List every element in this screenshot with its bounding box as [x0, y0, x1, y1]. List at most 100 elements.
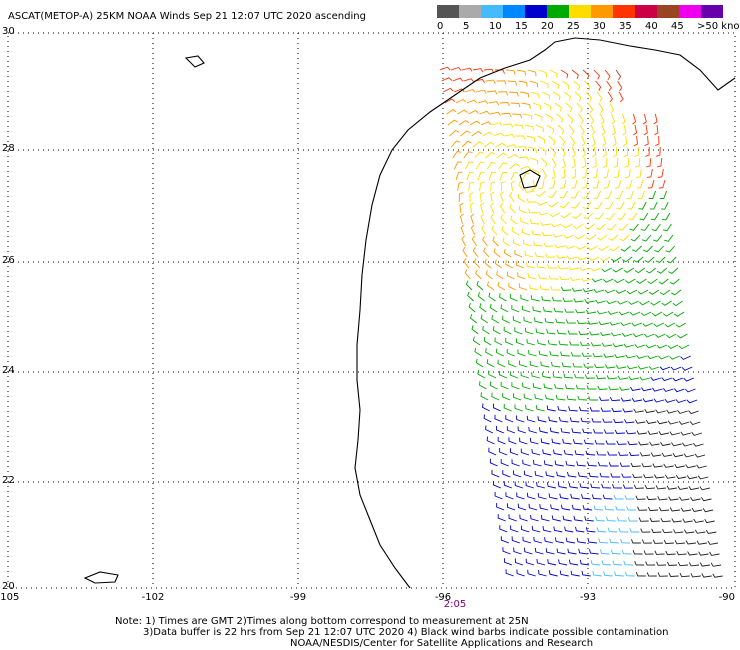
- wind-barb: [588, 256, 600, 261]
- wind-barb: [534, 394, 544, 401]
- wind-barb: [473, 258, 481, 269]
- lat-label: 24: [2, 365, 15, 376]
- wind-barb: [625, 179, 633, 189]
- wind-barb: [602, 494, 613, 500]
- wind-barb: [693, 518, 704, 523]
- wind-barb: [526, 338, 536, 346]
- wind-barb: [579, 559, 590, 566]
- wind-barb: [521, 172, 531, 181]
- wind-barb: [538, 146, 547, 156]
- wind-barb: [503, 481, 513, 489]
- lon-label: -105: [0, 592, 19, 603]
- wind-barb: [510, 215, 518, 225]
- wind-barb: [554, 537, 564, 544]
- wind-barb: [686, 475, 698, 480]
- wind-barb: [495, 348, 504, 357]
- wind-barb: [685, 464, 696, 469]
- wind-barb: [554, 460, 564, 467]
- wind-barb: [587, 461, 597, 467]
- wind-barb: [614, 571, 624, 577]
- wind-barb: [617, 300, 628, 305]
- wind-barb: [691, 431, 703, 436]
- wind-barb: [633, 135, 638, 147]
- wind-barb: [479, 110, 490, 115]
- wind-barb: [482, 325, 490, 335]
- wind-barb: [665, 333, 677, 339]
- wind-barb: [608, 462, 619, 467]
- wind-barb: [531, 448, 541, 456]
- wind-barb: [511, 227, 520, 236]
- wind-barb: [483, 247, 490, 258]
- wind-barb: [633, 484, 644, 489]
- wind-barb: [632, 473, 643, 478]
- wind-barb: [605, 440, 616, 445]
- wind-barb: [630, 386, 641, 391]
- wind-barb: [503, 403, 512, 412]
- wind-barb: [540, 221, 551, 226]
- wind-barb: [521, 228, 531, 236]
- wind-barb: [560, 179, 567, 189]
- wind-barb: [494, 492, 503, 500]
- wind-barb: [490, 181, 496, 192]
- wind-barb: [509, 163, 520, 170]
- wind-barb: [568, 482, 578, 489]
- wind-barb: [564, 308, 575, 313]
- wind-barb: [593, 428, 603, 434]
- wind-barb: [468, 181, 474, 192]
- wind-barb: [481, 224, 487, 236]
- wind-barb: [512, 316, 521, 324]
- wind-barb: [636, 430, 647, 435]
- wind-barb: [604, 69, 611, 80]
- wind-barb: [666, 409, 677, 414]
- wind-barb: [562, 223, 573, 229]
- wind-barb: [642, 113, 647, 125]
- wind-barb: [489, 381, 498, 390]
- wind-barb: [669, 507, 681, 512]
- wind-barb: [568, 266, 579, 271]
- wind-barb: [664, 322, 676, 328]
- wind-barb: [620, 538, 630, 544]
- wind-barb: [522, 459, 531, 467]
- wind-barb: [581, 168, 587, 179]
- wind-barb: [461, 235, 466, 247]
- wind-barb: [461, 140, 472, 148]
- wind-barb: [658, 179, 666, 189]
- colorbar-label: 0: [437, 21, 443, 32]
- wind-barb: [584, 374, 595, 379]
- wind-barb: [563, 373, 573, 379]
- colorbar-label: 30: [593, 21, 606, 32]
- wind-barb: [522, 382, 531, 390]
- wind-barb: [577, 472, 588, 478]
- wind-barb: [502, 547, 511, 555]
- wind-barb: [516, 415, 525, 423]
- wind-barb: [488, 171, 496, 181]
- wind-barb: [471, 130, 482, 137]
- wind-barb: [637, 506, 648, 511]
- wind-barb: [565, 460, 575, 467]
- wind-barb: [508, 282, 517, 291]
- wind-barb: [472, 68, 484, 73]
- wind-barb: [468, 302, 476, 313]
- wind-barb: [602, 158, 608, 168]
- wind-barb: [641, 234, 652, 242]
- wind-barb: [593, 505, 604, 511]
- wind-barb: [653, 322, 664, 328]
- wind-barb: [613, 157, 619, 168]
- wind-barb: [594, 439, 605, 445]
- wind-barb: [545, 253, 556, 258]
- wind-barb: [649, 517, 660, 522]
- wind-barb: [647, 355, 658, 360]
- wind-barb: [598, 538, 608, 544]
- wind-barb: [641, 387, 652, 392]
- wind-barb: [671, 518, 682, 523]
- wind-barb: [645, 419, 657, 424]
- wind-barb: [460, 224, 465, 236]
- wind-barb: [494, 142, 506, 148]
- wind-barb: [646, 168, 653, 179]
- wind-barb: [581, 570, 591, 577]
- wind-barb: [482, 131, 493, 137]
- wind-barb: [581, 135, 586, 147]
- wind-barb: [616, 201, 625, 210]
- wind-barb: [578, 406, 589, 412]
